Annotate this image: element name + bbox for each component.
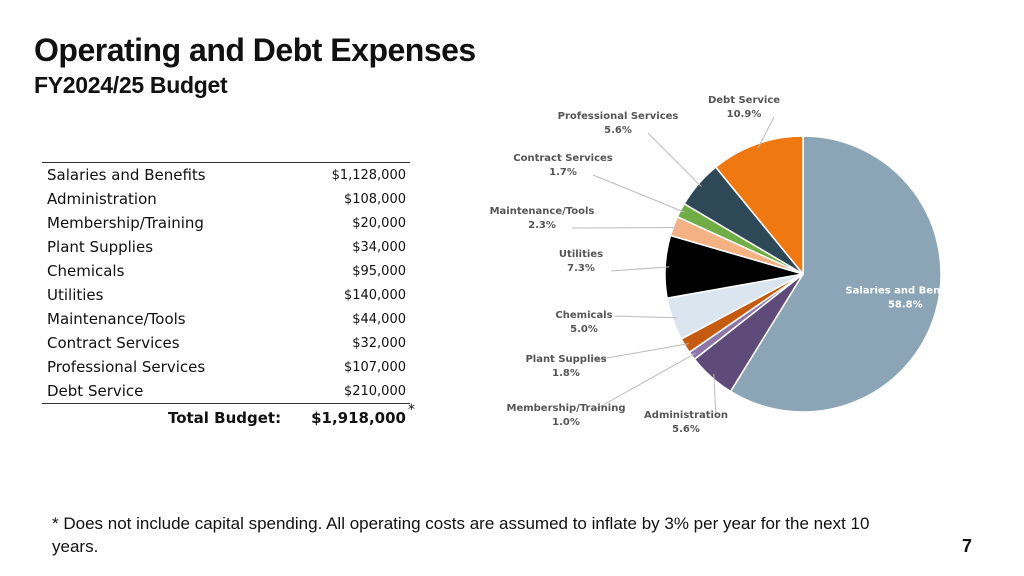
row-amount: $107,000 xyxy=(343,359,406,375)
table-row: Professional Services $107,000 xyxy=(42,355,410,379)
pie-label-value: 5.0% xyxy=(570,324,598,335)
total-amount: $1,918,000 xyxy=(311,409,406,427)
pie-label-value: 1.7% xyxy=(549,167,577,178)
row-label: Debt Service xyxy=(47,382,144,400)
pie-label-name: Debt Service xyxy=(708,95,780,106)
pie-label-name: Administration xyxy=(644,410,728,421)
table-row: Debt Service $210,000 xyxy=(42,379,410,404)
footnote-marker: * xyxy=(408,402,415,418)
leader-line xyxy=(713,373,717,417)
total-row: Total Budget: $1,918,000 * xyxy=(42,402,415,432)
pie-label-name: Plant Supplies xyxy=(525,354,606,365)
pie-label-value: 5.6% xyxy=(604,125,632,136)
row-amount: $1,128,000 xyxy=(331,167,406,183)
pie-label-name: Salaries and Benefits xyxy=(845,285,965,296)
row-label: Professional Services xyxy=(47,358,206,376)
slide-subtitle: FY2024/25 Budget xyxy=(34,72,228,98)
row-amount: $32,000 xyxy=(352,335,406,351)
row-amount: $210,000 xyxy=(343,383,406,399)
pie-label-value: 7.3% xyxy=(567,263,595,274)
row-amount: $95,000 xyxy=(352,263,406,279)
pie-label-plant-supplies: Plant Supplies 1.8% xyxy=(525,343,689,379)
pie-slice-salaries-and-benefits xyxy=(729,135,942,413)
pie-label-contract-services: Contract Services 1.7% xyxy=(513,153,685,213)
pie-label-name: Maintenance/Tools xyxy=(490,206,595,217)
pie-label-value: 58.8% xyxy=(888,299,923,310)
pie-label-value: 1.8% xyxy=(552,368,580,379)
table-row: Membership/Training $20,000 xyxy=(42,211,410,235)
leader-line xyxy=(610,266,670,272)
row-amount: $140,000 xyxy=(343,287,406,303)
leader-line xyxy=(595,352,696,410)
row-amount: $44,000 xyxy=(352,311,406,327)
table-row: Plant Supplies $34,000 xyxy=(42,235,410,259)
leader-line xyxy=(647,132,702,188)
table-row: Maintenance/Tools $44,000 xyxy=(42,307,410,331)
page-number: 7 xyxy=(962,536,973,556)
row-label: Chemicals xyxy=(47,262,125,280)
pie-label-maintenance-tools: Maintenance/Tools 2.3% xyxy=(490,206,678,231)
pie-label-debt-service: Debt Service 10.9% xyxy=(708,95,780,149)
leader-line xyxy=(571,227,678,229)
table-row: Salaries and Benefits $1,128,000 xyxy=(42,163,410,187)
slide-title: Operating and Debt Expenses xyxy=(34,32,476,68)
footnote: * Does not include capital spending. All… xyxy=(52,514,870,556)
pie-label-name: Contract Services xyxy=(513,153,613,164)
pie-label-value: 5.6% xyxy=(672,424,700,435)
pie-label-professional-services: Professional Services 5.6% xyxy=(558,111,702,188)
row-label: Contract Services xyxy=(47,334,180,352)
row-label: Utilities xyxy=(47,286,104,304)
budget-table: Salaries and Benefits $1,128,000 Adminis… xyxy=(42,162,415,432)
pie-label-value: 2.3% xyxy=(528,220,556,231)
pie-slice-debt-service xyxy=(714,135,804,277)
row-amount: $34,000 xyxy=(352,239,406,255)
table-row: Administration $108,000 xyxy=(42,187,410,211)
leader-line xyxy=(613,315,677,319)
leader-line xyxy=(595,343,689,361)
pie-label-name: Chemicals xyxy=(555,310,612,321)
leader-line xyxy=(592,174,685,213)
total-value: $1,918,000 * xyxy=(311,402,415,427)
row-label: Salaries and Benefits xyxy=(47,166,206,184)
table-row: Chemicals $95,000 xyxy=(42,259,410,283)
pie-label-salaries-and-benefits: Salaries and Benefits 58.8% xyxy=(845,285,965,310)
row-amount: $20,000 xyxy=(352,215,406,231)
row-label: Maintenance/Tools xyxy=(47,310,186,328)
pie-label-membership-training: Membership/Training 1.0% xyxy=(507,352,696,428)
table-row: Contract Services $32,000 xyxy=(42,331,410,355)
pie-label-value: 10.9% xyxy=(727,109,762,120)
pie-label-utilities: Utilities 7.3% xyxy=(559,249,670,274)
table-row: Utilities $140,000 xyxy=(42,283,410,307)
row-label: Administration xyxy=(47,190,157,208)
pie-label-chemicals: Chemicals 5.0% xyxy=(555,310,677,335)
pie-label-name: Professional Services xyxy=(558,111,679,122)
leader-line xyxy=(757,116,775,149)
pie-label-value: 1.0% xyxy=(552,417,580,428)
row-label: Membership/Training xyxy=(47,214,204,232)
row-amount: $108,000 xyxy=(343,191,406,207)
pie-label-name: Utilities xyxy=(559,249,603,260)
total-label: Total Budget: xyxy=(167,409,282,427)
row-label: Plant Supplies xyxy=(47,238,154,256)
pie-label-name: Membership/Training xyxy=(507,403,626,414)
pie-label-administration: Administration 5.6% xyxy=(644,373,728,435)
